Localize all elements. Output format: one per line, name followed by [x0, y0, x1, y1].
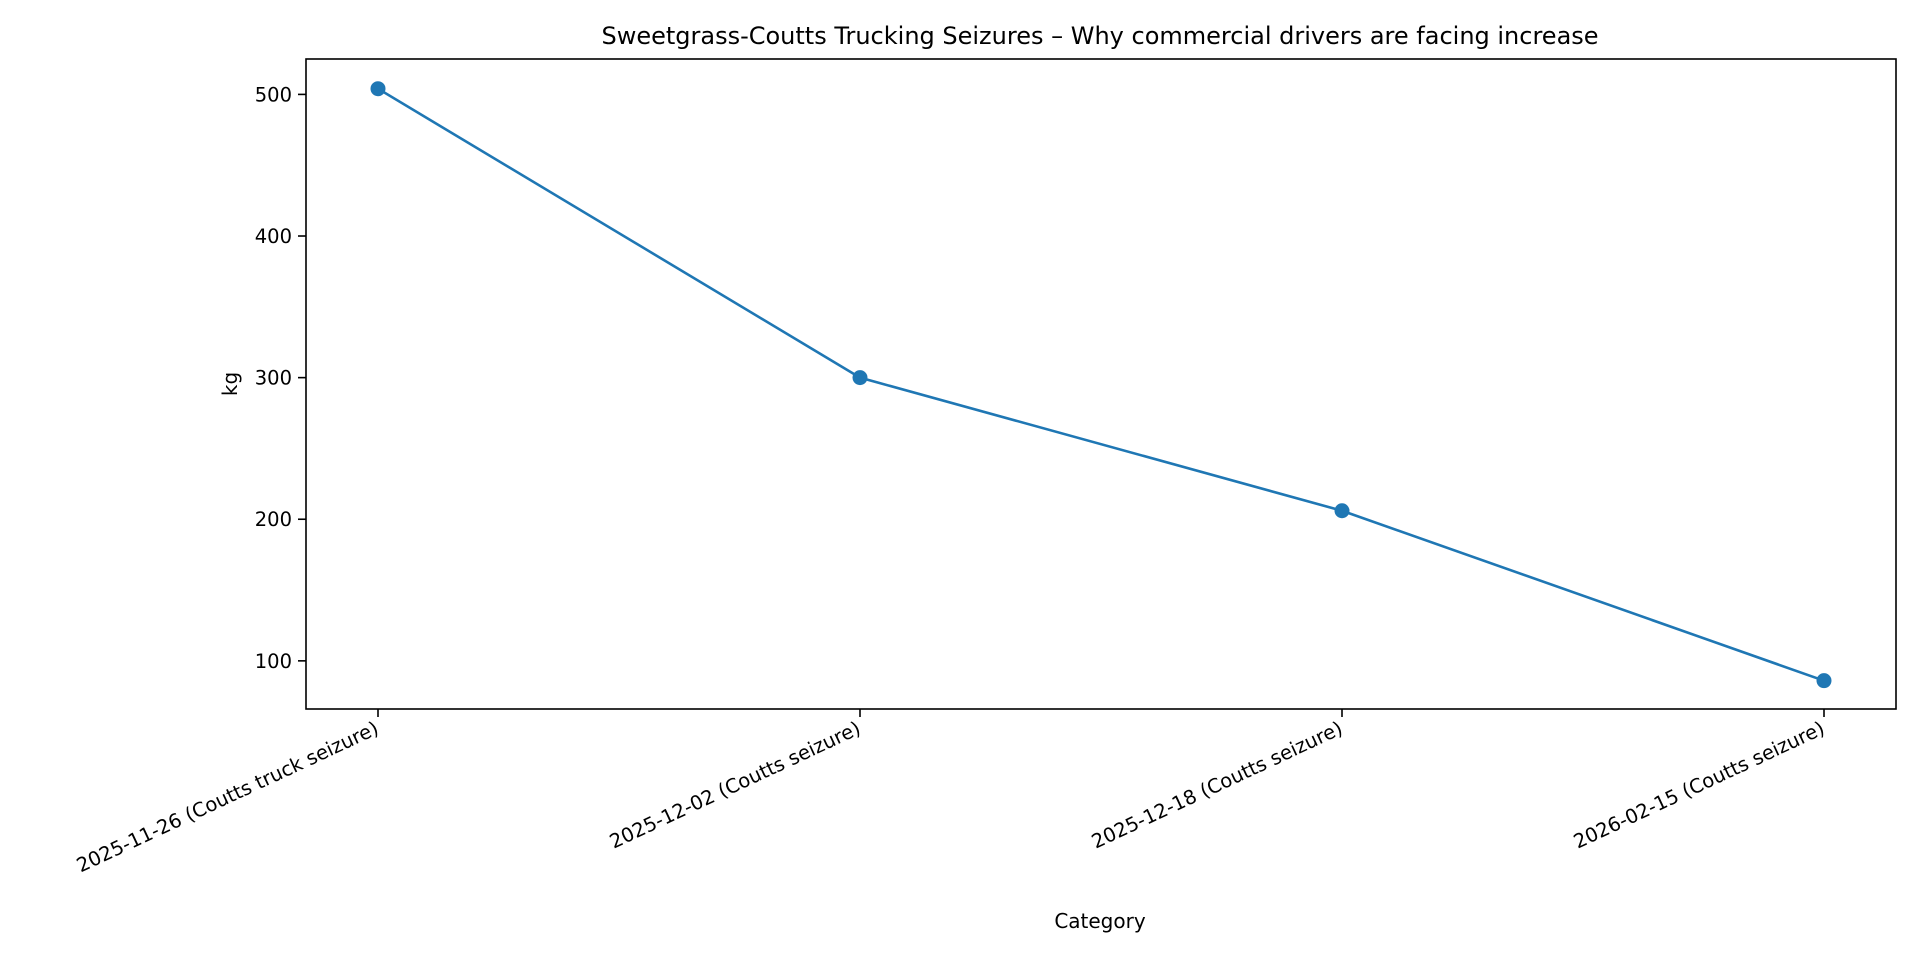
- data-point: [1334, 503, 1350, 519]
- y-axis: 100 200 300 400 500: [255, 83, 306, 673]
- x-axis: 2025-11-26 (Coutts truck seizure) 2025-12…: [73, 709, 1828, 877]
- plot-series: [370, 81, 1832, 689]
- y-tick-label: 400: [255, 225, 292, 248]
- chart-title: Sweetgrass-Coutts Trucking Seizures – Wh…: [601, 22, 1598, 50]
- x-tick-label: 2025-11-26 (Coutts truck seizure): [73, 717, 382, 877]
- series-line: [376, 87, 1826, 682]
- data-point: [852, 370, 868, 386]
- y-axis-label: kg: [218, 372, 242, 396]
- y-tick-label: 100: [255, 650, 292, 673]
- y-tick-label: 500: [255, 83, 292, 106]
- x-tick-label: 2025-12-02 (Coutts seizure): [606, 717, 864, 854]
- data-point: [370, 81, 386, 97]
- x-axis-label: Category: [1054, 909, 1146, 933]
- y-tick-label: 200: [255, 508, 292, 531]
- x-tick-label: 2025-12-18 (Coutts seizure): [1088, 717, 1346, 854]
- y-tick-label: 300: [255, 367, 292, 390]
- plot-frame: [305, 58, 1897, 710]
- x-tick-label: 2026-02-15 (Coutts seizure): [1570, 717, 1828, 854]
- data-point: [1816, 673, 1832, 689]
